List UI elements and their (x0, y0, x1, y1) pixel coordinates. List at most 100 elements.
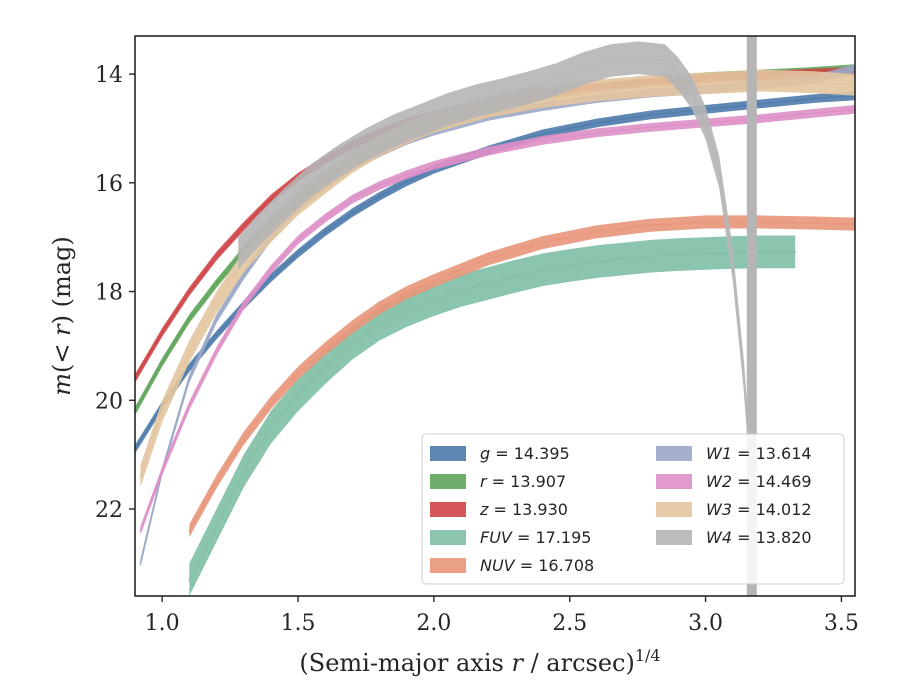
series-w4-point (392, 130, 394, 132)
legend-swatch-w1 (656, 446, 692, 461)
series-g-point (215, 334, 218, 336)
series-w2-point (215, 350, 218, 353)
series-nuv-point (351, 326, 354, 328)
legend-item-w4: W4 = 13.820 (656, 528, 812, 547)
series-w3-point (813, 81, 815, 83)
x-tick-label: 1.5 (281, 611, 316, 636)
series-w4-point (742, 372, 745, 374)
series-w3-point (188, 350, 191, 353)
series-w2-point (270, 269, 272, 271)
series-g-point (405, 180, 408, 183)
series-nuv (188, 215, 855, 538)
series-w4-point (718, 171, 720, 173)
series-w4-point (473, 100, 476, 102)
series-w2 (139, 105, 855, 536)
legend-swatch-g (430, 446, 466, 461)
series-fuv-point (568, 264, 571, 267)
series-nuv-point (324, 347, 327, 350)
series-w2-point (378, 184, 381, 187)
legend-item-fuv: FUV = 17.195 (430, 528, 591, 547)
x-axis-ticks: 1.0 1.5 2.0 2.5 3.0 3.5 (145, 596, 859, 636)
legend-swatch-r (430, 474, 466, 489)
series-nuv-point (433, 279, 435, 282)
series-w1-point (139, 562, 142, 565)
series-fuv-point (378, 323, 381, 326)
y-tick-label: 20 (95, 389, 123, 414)
series-nuv-point (596, 230, 598, 233)
series-w4-point (419, 119, 422, 122)
series-w4-point (446, 108, 449, 111)
series-fuv-point (794, 251, 796, 253)
series-w4-point (677, 73, 680, 75)
series-fuv-point (270, 426, 272, 429)
series-w4-point (731, 263, 734, 266)
x-tick-label: 1.0 (145, 611, 180, 636)
y-tick-label: 14 (95, 63, 123, 88)
series-g-point (297, 252, 299, 255)
legend-label-w4: W4 = 13.820 (706, 528, 812, 547)
series-g-point (541, 133, 544, 135)
series-r-point (215, 282, 218, 285)
series-r-point (188, 317, 191, 320)
series-r-point (161, 361, 163, 364)
series-w4-point (664, 59, 666, 62)
legend-label-r: r = 13.907 (480, 472, 566, 491)
x-axis-title: (Semi-major axis r / arcsec)1/4 (299, 646, 660, 677)
x-tick-label: 2.0 (416, 611, 451, 636)
legend-box (421, 433, 845, 585)
legend-item-w2: W2 = 14.469 (656, 472, 812, 491)
series-w2-point (324, 217, 327, 219)
legend-swatch-fuv (430, 530, 466, 545)
series-nuv-point (759, 221, 761, 223)
series-w4-point (582, 67, 585, 70)
series-fuv-point (297, 394, 299, 396)
series-fuv-point (405, 309, 408, 312)
series-w2-point (487, 150, 490, 153)
legend-label-w1: W1 = 13.614 (706, 444, 812, 463)
series-w4-point (237, 252, 239, 255)
series-nuv-point (188, 530, 191, 532)
series-fuv-point (541, 269, 544, 271)
series-w4-line (237, 56, 753, 482)
series-nuv-point (813, 222, 815, 224)
series-fuv-point (759, 251, 761, 253)
series-g-point (188, 366, 191, 369)
series-fuv-point (351, 342, 354, 345)
series-w3-point (161, 410, 163, 412)
series-nuv-point (487, 258, 490, 260)
series-fuv-point (188, 578, 191, 581)
y-axis-ticks: 14 16 18 20 22 (95, 63, 135, 523)
legend-label-w2: W2 = 14.469 (706, 472, 812, 491)
legend-label-g: g = 14.395 (480, 444, 570, 463)
legend-swatch-nuv (430, 558, 466, 573)
series-g-point (596, 122, 598, 124)
series-w4-point (609, 59, 612, 62)
series-nuv-point (242, 437, 245, 440)
series-fuv-point (650, 255, 652, 257)
series-z-point (188, 290, 191, 293)
series-w2-line (139, 108, 855, 532)
x-tick-label: 2.5 (552, 611, 587, 636)
series-nuv-point (405, 291, 408, 294)
legend-label-nuv: NUV = 16.708 (480, 556, 594, 575)
series-fuv-point (433, 298, 435, 301)
series-w4-point (365, 143, 367, 146)
series-w2-point (596, 132, 598, 134)
series-g-band (135, 91, 855, 454)
series-nuv-point (650, 224, 652, 226)
w4-spike (746, 36, 757, 596)
series-w4-point (338, 160, 340, 162)
series-fuv-point (596, 260, 598, 263)
series-w3-point (596, 89, 598, 92)
series-w4-point (283, 203, 286, 206)
y-axis-title: m(< r) (mag) (48, 236, 76, 396)
series-w4-point (501, 93, 503, 96)
series-w2-point (351, 198, 354, 200)
series-w4-point (256, 230, 259, 233)
legend: g = 14.395 r = 13.907 z = 13.930 FUV = 17.1… (421, 433, 845, 585)
series-g-point (270, 277, 272, 279)
series-nuv-point (270, 402, 272, 404)
series-w2-point (541, 139, 544, 142)
series-w4-point (636, 56, 639, 59)
series-w2-point (188, 404, 191, 407)
